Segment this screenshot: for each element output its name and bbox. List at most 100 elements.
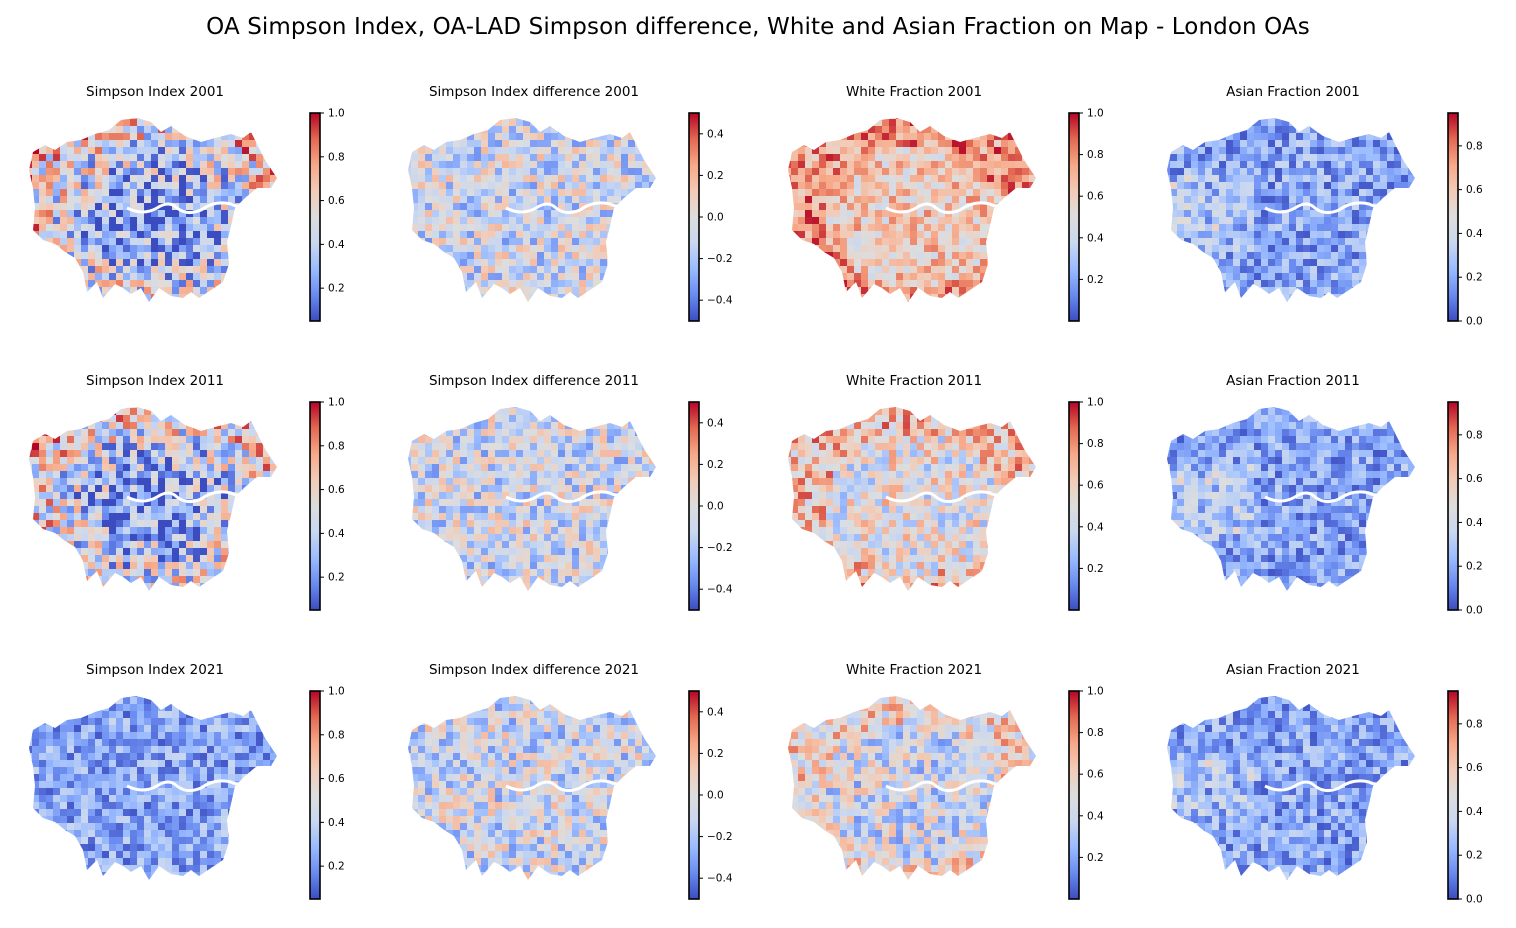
oa-cell bbox=[642, 308, 649, 315]
oa-cell bbox=[551, 196, 559, 204]
oa-cell bbox=[158, 154, 166, 162]
oa-cell bbox=[579, 126, 587, 134]
oa-cell bbox=[1401, 118, 1409, 120]
oa-cell bbox=[1226, 217, 1234, 225]
oa-cell bbox=[607, 203, 615, 211]
oa-cell bbox=[826, 245, 834, 253]
oa-cell bbox=[408, 161, 412, 169]
oa-cell bbox=[1408, 231, 1415, 239]
oa-cell bbox=[277, 154, 284, 161]
oa-cell bbox=[1029, 140, 1036, 148]
oa-cell bbox=[270, 203, 277, 211]
oa-cell bbox=[1191, 259, 1199, 267]
oa-cell bbox=[116, 140, 124, 148]
oa-cell bbox=[1394, 280, 1402, 288]
oa-cell bbox=[614, 168, 622, 176]
oa-cell bbox=[488, 217, 496, 225]
oa-cell bbox=[1184, 175, 1192, 183]
oa-cell bbox=[1380, 189, 1388, 197]
oa-cell bbox=[1022, 315, 1029, 317]
oa-cell bbox=[1310, 259, 1318, 267]
oa-cell bbox=[1029, 224, 1036, 232]
oa-cell bbox=[579, 224, 587, 232]
oa-cell bbox=[1338, 287, 1346, 295]
oa-cell bbox=[1331, 168, 1339, 176]
oa-cell bbox=[277, 315, 284, 317]
oa-cell bbox=[39, 245, 47, 253]
oa-cell bbox=[1296, 196, 1304, 204]
oa-cell bbox=[791, 217, 799, 225]
oa-cell bbox=[854, 140, 862, 148]
oa-cell bbox=[256, 140, 264, 148]
oa-cell bbox=[130, 252, 138, 260]
oa-cell bbox=[235, 294, 243, 302]
oa-cell bbox=[523, 308, 530, 315]
oa-cell bbox=[418, 308, 425, 315]
oa-cell bbox=[263, 266, 271, 274]
oa-cell bbox=[1338, 301, 1346, 302]
oa-cell bbox=[805, 196, 813, 204]
oa-cell bbox=[917, 168, 925, 176]
oa-cell bbox=[425, 119, 433, 127]
oa-cell bbox=[165, 407, 173, 409]
oa-cell bbox=[854, 301, 862, 302]
oa-cell bbox=[474, 252, 482, 260]
oa-cell bbox=[1261, 133, 1269, 141]
oa-cell bbox=[509, 294, 517, 302]
oa-cell bbox=[537, 245, 545, 253]
oa-cell bbox=[875, 259, 883, 267]
oa-cell bbox=[1380, 231, 1388, 239]
oa-cell bbox=[1247, 224, 1255, 232]
oa-cell bbox=[214, 126, 222, 134]
oa-cell bbox=[1303, 203, 1311, 211]
oa-cell bbox=[833, 273, 841, 281]
oa-cell bbox=[60, 280, 68, 288]
oa-cell bbox=[32, 118, 40, 120]
oa-cell bbox=[1015, 252, 1023, 260]
oa-cell bbox=[60, 450, 68, 458]
oa-cell bbox=[1015, 182, 1023, 190]
oa-cell bbox=[481, 315, 488, 317]
oa-cell bbox=[530, 252, 538, 260]
oa-cell bbox=[1359, 238, 1367, 246]
oa-cell bbox=[102, 168, 110, 176]
oa-cell bbox=[1275, 280, 1283, 288]
oa-cell bbox=[1198, 273, 1206, 281]
oa-cell bbox=[453, 126, 461, 134]
oa-cell bbox=[607, 231, 615, 239]
oa-cell bbox=[109, 175, 117, 183]
oa-cell bbox=[277, 259, 284, 266]
oa-cell bbox=[663, 287, 664, 294]
oa-cell bbox=[917, 182, 925, 190]
oa-cell bbox=[635, 280, 643, 288]
oa-cell bbox=[812, 147, 820, 155]
oa-cell bbox=[144, 168, 152, 176]
oa-cell bbox=[502, 161, 510, 169]
oa-cell bbox=[109, 266, 117, 274]
oa-cell bbox=[137, 450, 145, 458]
oa-cell bbox=[1317, 308, 1324, 315]
oa-cell bbox=[1233, 301, 1241, 302]
panel-title: White Fraction 2001 bbox=[845, 84, 983, 100]
oa-cell bbox=[418, 294, 426, 302]
oa-cell bbox=[1015, 161, 1023, 169]
oa-cell bbox=[1380, 287, 1388, 295]
oa-cell bbox=[1268, 203, 1276, 211]
oa-cell bbox=[952, 217, 960, 225]
oa-cell bbox=[1275, 266, 1283, 274]
oa-cell bbox=[805, 266, 813, 274]
oa-cell bbox=[151, 161, 159, 169]
oa-cell bbox=[833, 189, 841, 197]
oa-cell bbox=[1401, 189, 1409, 197]
oa-cell bbox=[607, 245, 615, 253]
oa-cell bbox=[572, 196, 580, 204]
oa-cell bbox=[579, 273, 587, 281]
oa-cell bbox=[207, 203, 215, 211]
oa-cell bbox=[439, 308, 446, 315]
oa-cell bbox=[29, 217, 33, 225]
oa-cell bbox=[1408, 287, 1415, 295]
oa-cell bbox=[1387, 133, 1395, 141]
oa-cell bbox=[270, 182, 277, 190]
oa-cell bbox=[109, 450, 117, 458]
oa-cell bbox=[819, 119, 827, 127]
